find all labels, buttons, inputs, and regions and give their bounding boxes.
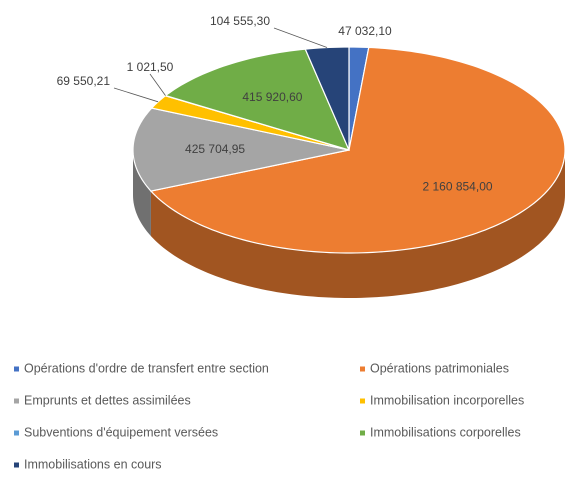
data-label: 69 550,21 — [57, 74, 111, 88]
pie-slice — [132, 107, 350, 192]
data-label: 1 021,50 — [127, 60, 174, 74]
pie-slice — [164, 48, 351, 151]
legend-label: Opérations d'ordre de transfert entre se… — [24, 361, 269, 375]
legend-label: Immobilisations corporelles — [370, 425, 521, 439]
leader-line — [149, 73, 166, 96]
legend-label: Immobilisation incorporelles — [370, 393, 524, 407]
legend-marker — [14, 398, 19, 404]
data-label: 104 555,30 — [210, 14, 270, 28]
legend-marker — [14, 366, 19, 372]
data-label: 415 920,60 — [242, 90, 302, 104]
data-label: 425 704,95 — [185, 142, 245, 156]
leader-line — [273, 27, 328, 48]
data-label: 47 032,10 — [338, 24, 392, 38]
leader-line — [113, 87, 159, 103]
pie-side — [150, 150, 565, 298]
pie-slice — [304, 46, 350, 151]
legend-label: Immobilisations en cours — [24, 457, 162, 471]
pie-slice — [149, 46, 566, 254]
legend-marker — [360, 430, 365, 436]
legend-marker — [360, 398, 365, 404]
legend-marker — [360, 366, 365, 372]
legend-marker — [14, 462, 19, 468]
legend-label: Emprunts et dettes assimilées — [24, 393, 191, 407]
legend-label: Subventions d'équipement versées — [24, 425, 218, 439]
data-label: 2 160 854,00 — [422, 180, 492, 194]
legend-label: Opérations patrimoniales — [370, 361, 509, 375]
legend-marker — [14, 430, 19, 436]
